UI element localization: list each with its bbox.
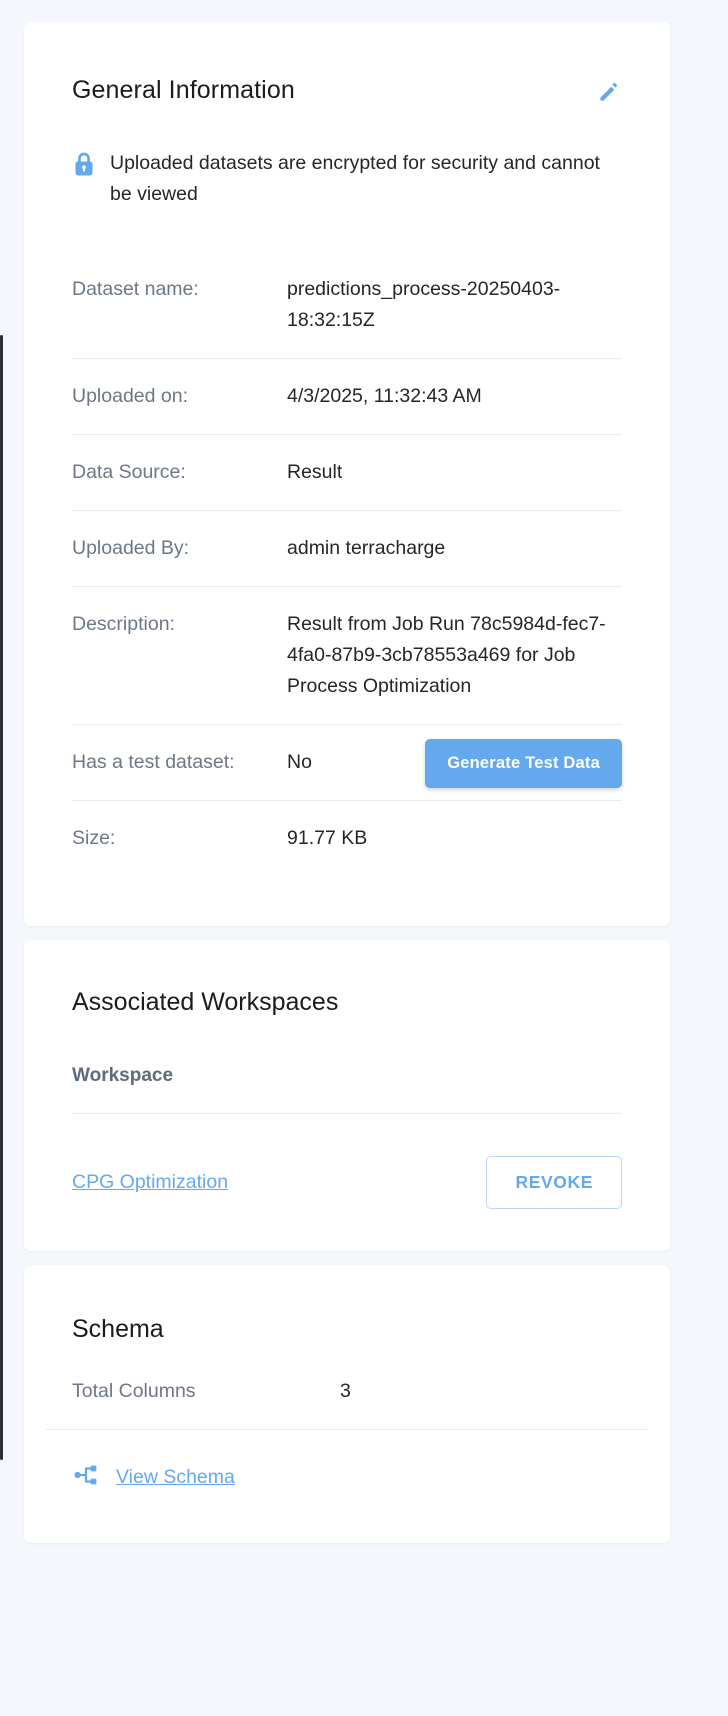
generate-test-data-button[interactable]: Generate Test Data xyxy=(425,739,622,788)
row-label: Size: xyxy=(72,827,116,849)
row-value: admin terracharge xyxy=(287,537,446,559)
row-dataset-name: Dataset name: predictions_process-202504… xyxy=(72,252,622,359)
page-title: General Information xyxy=(72,76,295,104)
workspace-column-header: Workspace xyxy=(72,1065,622,1114)
table-row: CPG Optimization REVOKE xyxy=(72,1114,622,1209)
row-value: 91.77 KB xyxy=(287,827,368,849)
revoke-button[interactable]: REVOKE xyxy=(486,1156,622,1209)
row-has-test-dataset: Has a test dataset: No Generate Test Dat… xyxy=(72,725,622,801)
general-information-rows: Dataset name: predictions_process-202504… xyxy=(46,252,648,876)
encryption-notice: Uploaded datasets are encrypted for secu… xyxy=(46,108,648,210)
row-label: Dataset name: xyxy=(72,278,199,300)
general-information-card: General Information Uploade xyxy=(24,22,670,926)
view-schema-link[interactable]: View Schema xyxy=(116,1466,235,1488)
row-label: Description: xyxy=(72,613,175,635)
pencil-icon xyxy=(596,79,622,108)
row-label: Uploaded on: xyxy=(72,385,189,407)
row-value: 4/3/2025, 11:32:43 AM xyxy=(287,385,482,407)
row-size: Size: 91.77 KB xyxy=(72,801,622,876)
row-uploaded-on: Uploaded on: 4/3/2025, 11:32:43 AM xyxy=(72,359,622,435)
row-label: Data Source: xyxy=(72,461,186,483)
row-data-source: Data Source: Result xyxy=(72,435,622,511)
page-scroll-edge[interactable] xyxy=(0,335,3,1460)
schema-title: Schema xyxy=(72,1315,164,1343)
view-schema-row[interactable]: View Schema xyxy=(46,1430,648,1493)
associated-workspaces-card: Associated Workspaces Workspace CPG Opti… xyxy=(24,940,670,1251)
total-columns-value: 3 xyxy=(340,1380,351,1402)
schema-hierarchy-icon xyxy=(72,1462,100,1493)
row-uploaded-by: Uploaded By: admin terracharge xyxy=(72,511,622,587)
general-information-header: General Information xyxy=(46,76,648,108)
row-description: Description: Result from Job Run 78c5984… xyxy=(72,587,622,725)
edit-button[interactable] xyxy=(594,78,624,108)
row-value: Result from Job Run 78c5984d-fec7-4fa0-8… xyxy=(287,613,606,697)
row-label: Has a test dataset: xyxy=(72,751,235,773)
workspace-link[interactable]: CPG Optimization xyxy=(72,1171,229,1193)
row-value: No xyxy=(287,751,312,773)
row-value: predictions_process-20250403-18:32:15Z xyxy=(287,278,561,331)
row-label: Uploaded By: xyxy=(72,537,190,559)
row-value: Result xyxy=(287,461,343,483)
associated-workspaces-title: Associated Workspaces xyxy=(72,988,339,1016)
schema-card: Schema Total Columns 3 View Schema xyxy=(24,1265,670,1543)
encryption-notice-text: Uploaded datasets are encrypted for secu… xyxy=(110,152,600,205)
total-columns-label: Total Columns xyxy=(72,1380,196,1402)
workspaces-table: Workspace CPG Optimization REVOKE xyxy=(46,1065,648,1209)
total-columns-row: Total Columns 3 xyxy=(46,1344,648,1430)
lock-icon xyxy=(72,151,96,182)
